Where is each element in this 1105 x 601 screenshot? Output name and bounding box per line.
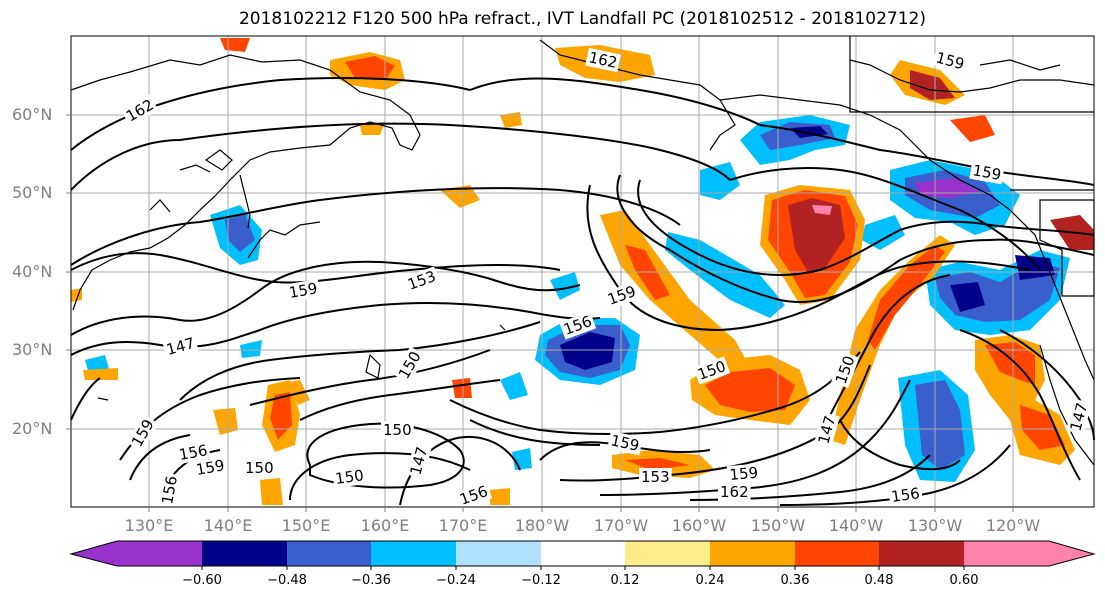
lat-label: 20°N — [12, 419, 53, 438]
lon-label: 170°E — [438, 516, 488, 535]
contour-label: 159 — [195, 456, 226, 479]
colorbar-swatch — [879, 541, 964, 566]
colorbar — [69, 540, 1096, 570]
contour-label: 150 — [245, 459, 274, 477]
pos-anomaly-baja — [975, 335, 1075, 465]
contour-label-mask — [1065, 398, 1092, 435]
colorbar-tick-label: 0.24 — [695, 573, 725, 588]
contour-label-mask — [162, 333, 199, 360]
map-title: 2018102212 F120 500 hPa refract., IVT La… — [238, 9, 926, 29]
contour-label: 156 — [178, 441, 209, 464]
contour-label: 159 — [288, 279, 319, 302]
colorbar-swatch — [541, 541, 625, 566]
lon-label: 160°W — [671, 516, 727, 535]
lon-label: 170°W — [593, 516, 649, 535]
lon-label: 150°E — [281, 516, 331, 535]
coastlines — [70, 36, 1095, 466]
colorbar-swatch — [964, 541, 1049, 566]
contour-label-mask — [718, 483, 751, 501]
colorbar-tick-label: −0.36 — [351, 573, 391, 588]
contour-label: 159 — [729, 464, 759, 484]
contour-label: 159 — [609, 431, 641, 455]
lat-label: 30°N — [12, 340, 53, 359]
contour-label-mask — [559, 311, 597, 340]
contour-label-mask — [393, 346, 426, 384]
contour-label: 150 — [334, 466, 365, 488]
colorbar-outline — [69, 540, 1096, 567]
contour-label: 162 — [587, 48, 619, 72]
contour-label-mask — [585, 47, 621, 73]
contour-label-mask — [126, 414, 159, 452]
neg-anomaly-gulf-alaska — [740, 115, 850, 165]
contour-label: 156 — [158, 474, 181, 505]
colorbar-swatch — [117, 541, 202, 566]
contour-label-mask — [403, 266, 441, 295]
pos-anomaly-west — [71, 288, 510, 505]
lon-label: 140°W — [828, 516, 884, 535]
contour-label-mask — [969, 160, 1005, 185]
lat-label: 40°N — [12, 262, 53, 281]
contour-label: 159 — [971, 161, 1002, 184]
colorbar-swatch — [456, 541, 541, 566]
colorbar-swatch — [795, 541, 879, 566]
colorbar-tick-label: 0.48 — [864, 573, 894, 588]
contour-label-mask — [175, 440, 211, 465]
colorbar-tick-label: 0.12 — [610, 573, 640, 588]
lat-label: 50°N — [12, 183, 53, 202]
colorbar-tick-label: −0.48 — [267, 573, 307, 588]
contour-label-mask — [405, 442, 432, 479]
lon-label: 120°W — [985, 516, 1041, 535]
colorbar-swatch — [710, 541, 795, 566]
colorbar-tick-label: −0.12 — [521, 573, 561, 588]
contour-label-mask — [121, 94, 159, 127]
contour-label-mask — [726, 463, 761, 485]
colorbar-tick-label: −0.24 — [436, 573, 476, 588]
contour-label-mask — [603, 281, 641, 310]
colorbar-swatch — [625, 541, 710, 566]
contour-label-mask — [332, 465, 367, 489]
contour-label: 156 — [890, 484, 921, 506]
lon-label: 130°E — [124, 516, 174, 535]
colorbar-swatch — [202, 541, 287, 566]
contour-label-mask — [157, 472, 182, 508]
colorbar-tick-label: −0.60 — [182, 573, 222, 588]
colorbar-swatch — [1049, 541, 1094, 566]
contour-label-layer: 162 162 159 159 159 153 159 156 147 150 … — [121, 47, 1092, 510]
lon-label: 130°W — [907, 516, 963, 535]
geopotential-contours — [70, 77, 1095, 506]
lon-label: 180°W — [514, 516, 570, 535]
colorbar-swatch — [371, 541, 456, 566]
contour-label-mask — [639, 468, 672, 486]
contour-label-mask — [888, 483, 923, 507]
contour-label-mask — [192, 455, 228, 480]
pos-anomaly-east-tongue — [830, 235, 955, 445]
contour-label: 162 — [720, 483, 749, 501]
contour-label: 153 — [641, 468, 670, 486]
lon-label: 150°W — [750, 516, 806, 535]
shaded-anomalies — [71, 38, 1094, 505]
contour-label-mask — [243, 459, 276, 477]
contour-label-mask — [813, 411, 840, 448]
contour-label: 150 — [383, 421, 412, 439]
neg-anomaly-subtropical-east — [898, 370, 975, 482]
axis-ticks — [66, 114, 1014, 512]
colorbar-tick-label: 0.36 — [780, 573, 810, 588]
contour-label-mask — [381, 421, 414, 439]
contour-label-mask — [607, 430, 643, 456]
lat-label: 60°N — [12, 105, 53, 124]
contour-label-mask — [285, 278, 321, 303]
colorbar-swatch — [71, 541, 117, 566]
colorbar-ticks — [201, 566, 965, 570]
lon-label: 140°E — [203, 516, 253, 535]
lon-label: 160°E — [360, 516, 410, 535]
contour-label-mask — [831, 351, 860, 389]
contour-label-mask — [693, 356, 731, 385]
contour-label-mask — [932, 47, 969, 74]
colorbar-swatch — [287, 541, 371, 566]
contour-label-mask — [455, 481, 493, 510]
colorbar-tick-label: 0.60 — [949, 573, 979, 588]
